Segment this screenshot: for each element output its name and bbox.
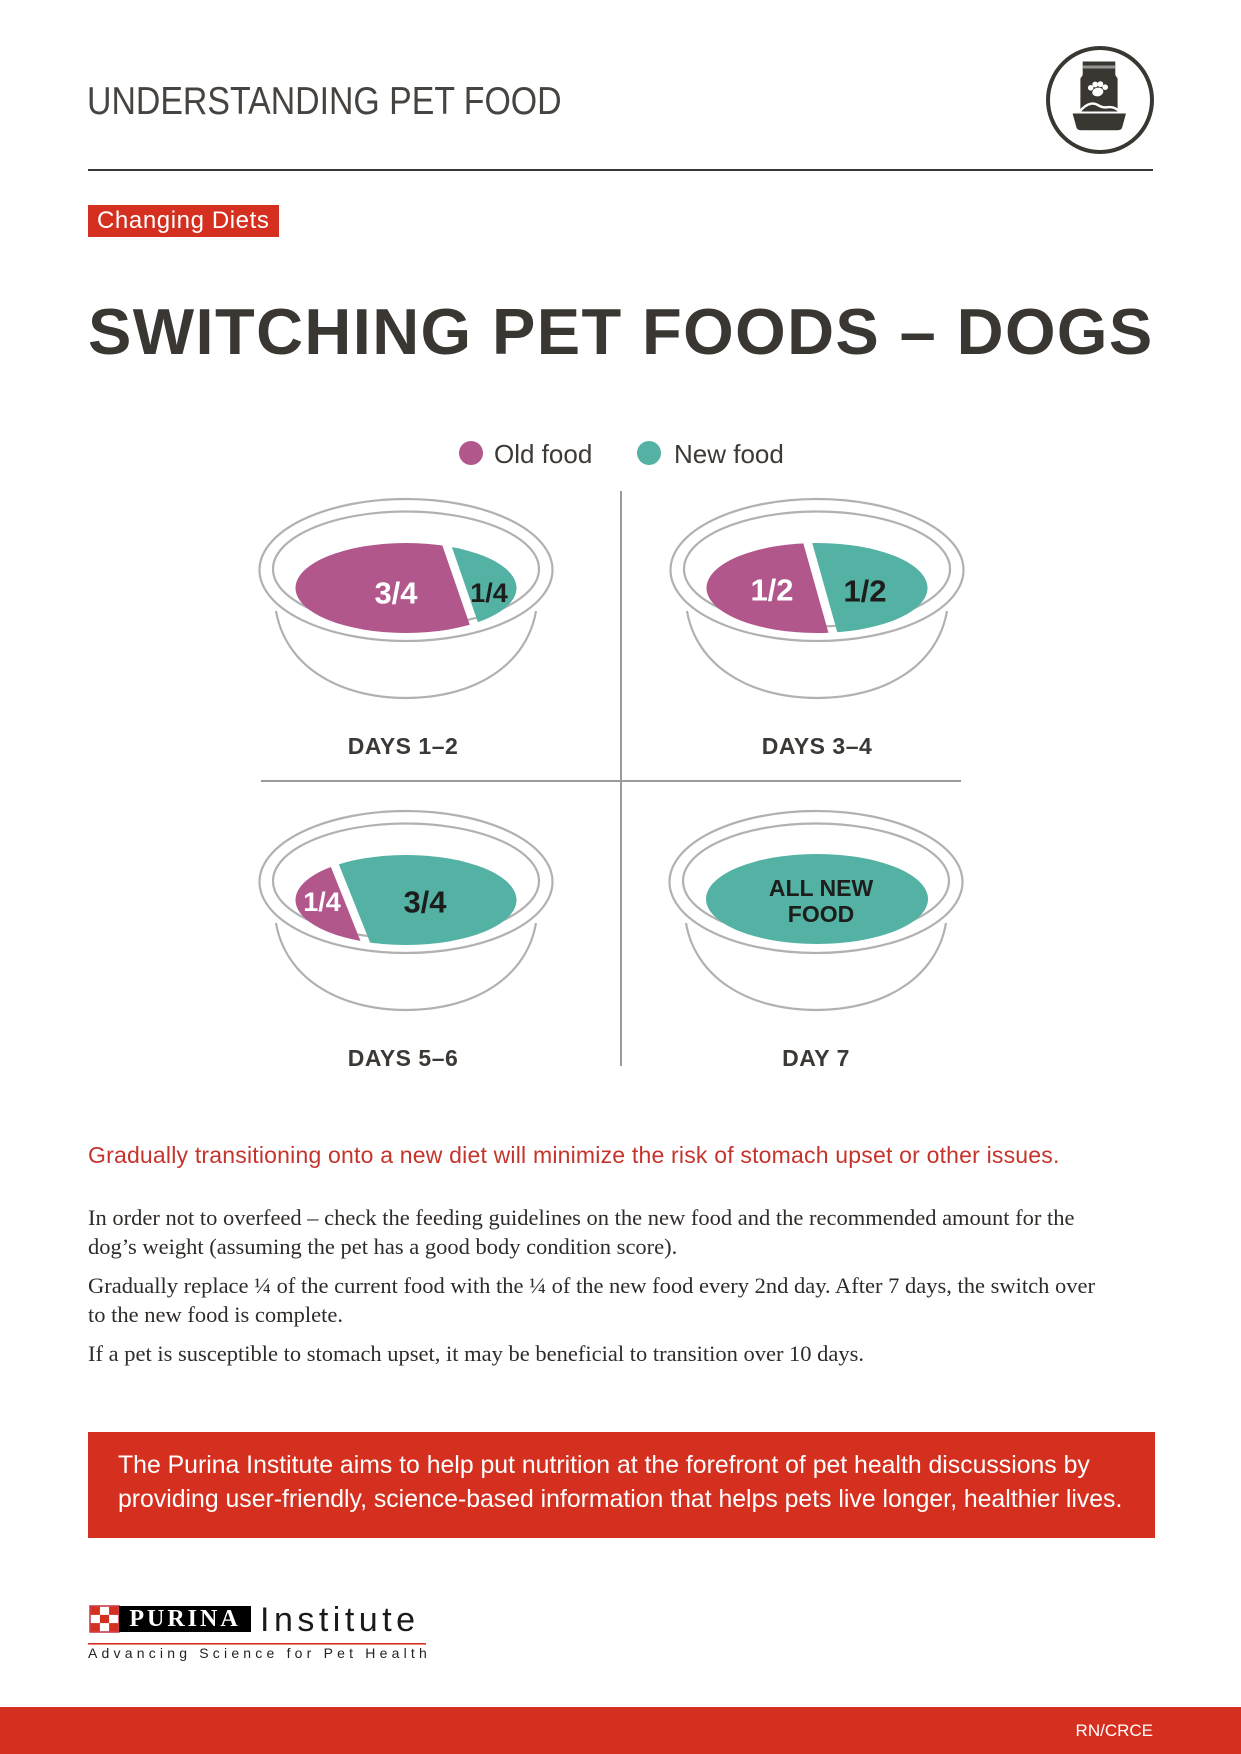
svg-text:1/2: 1/2 <box>750 573 793 608</box>
svg-text:Institute: Institute <box>260 1601 420 1639</box>
svg-text:PURINA: PURINA <box>129 1606 240 1632</box>
svg-text:Advancing Science for Pet Heal: Advancing Science for Pet Health <box>88 1645 431 1661</box>
svg-text:1/4: 1/4 <box>470 578 508 608</box>
svg-text:3/4: 3/4 <box>374 576 418 611</box>
svg-text:1/2: 1/2 <box>843 574 886 609</box>
svg-text:FOOD: FOOD <box>788 901 854 927</box>
svg-text:3/4: 3/4 <box>403 885 447 920</box>
svg-text:1/4: 1/4 <box>303 887 341 917</box>
svg-text:ALL NEW: ALL NEW <box>769 875 874 901</box>
